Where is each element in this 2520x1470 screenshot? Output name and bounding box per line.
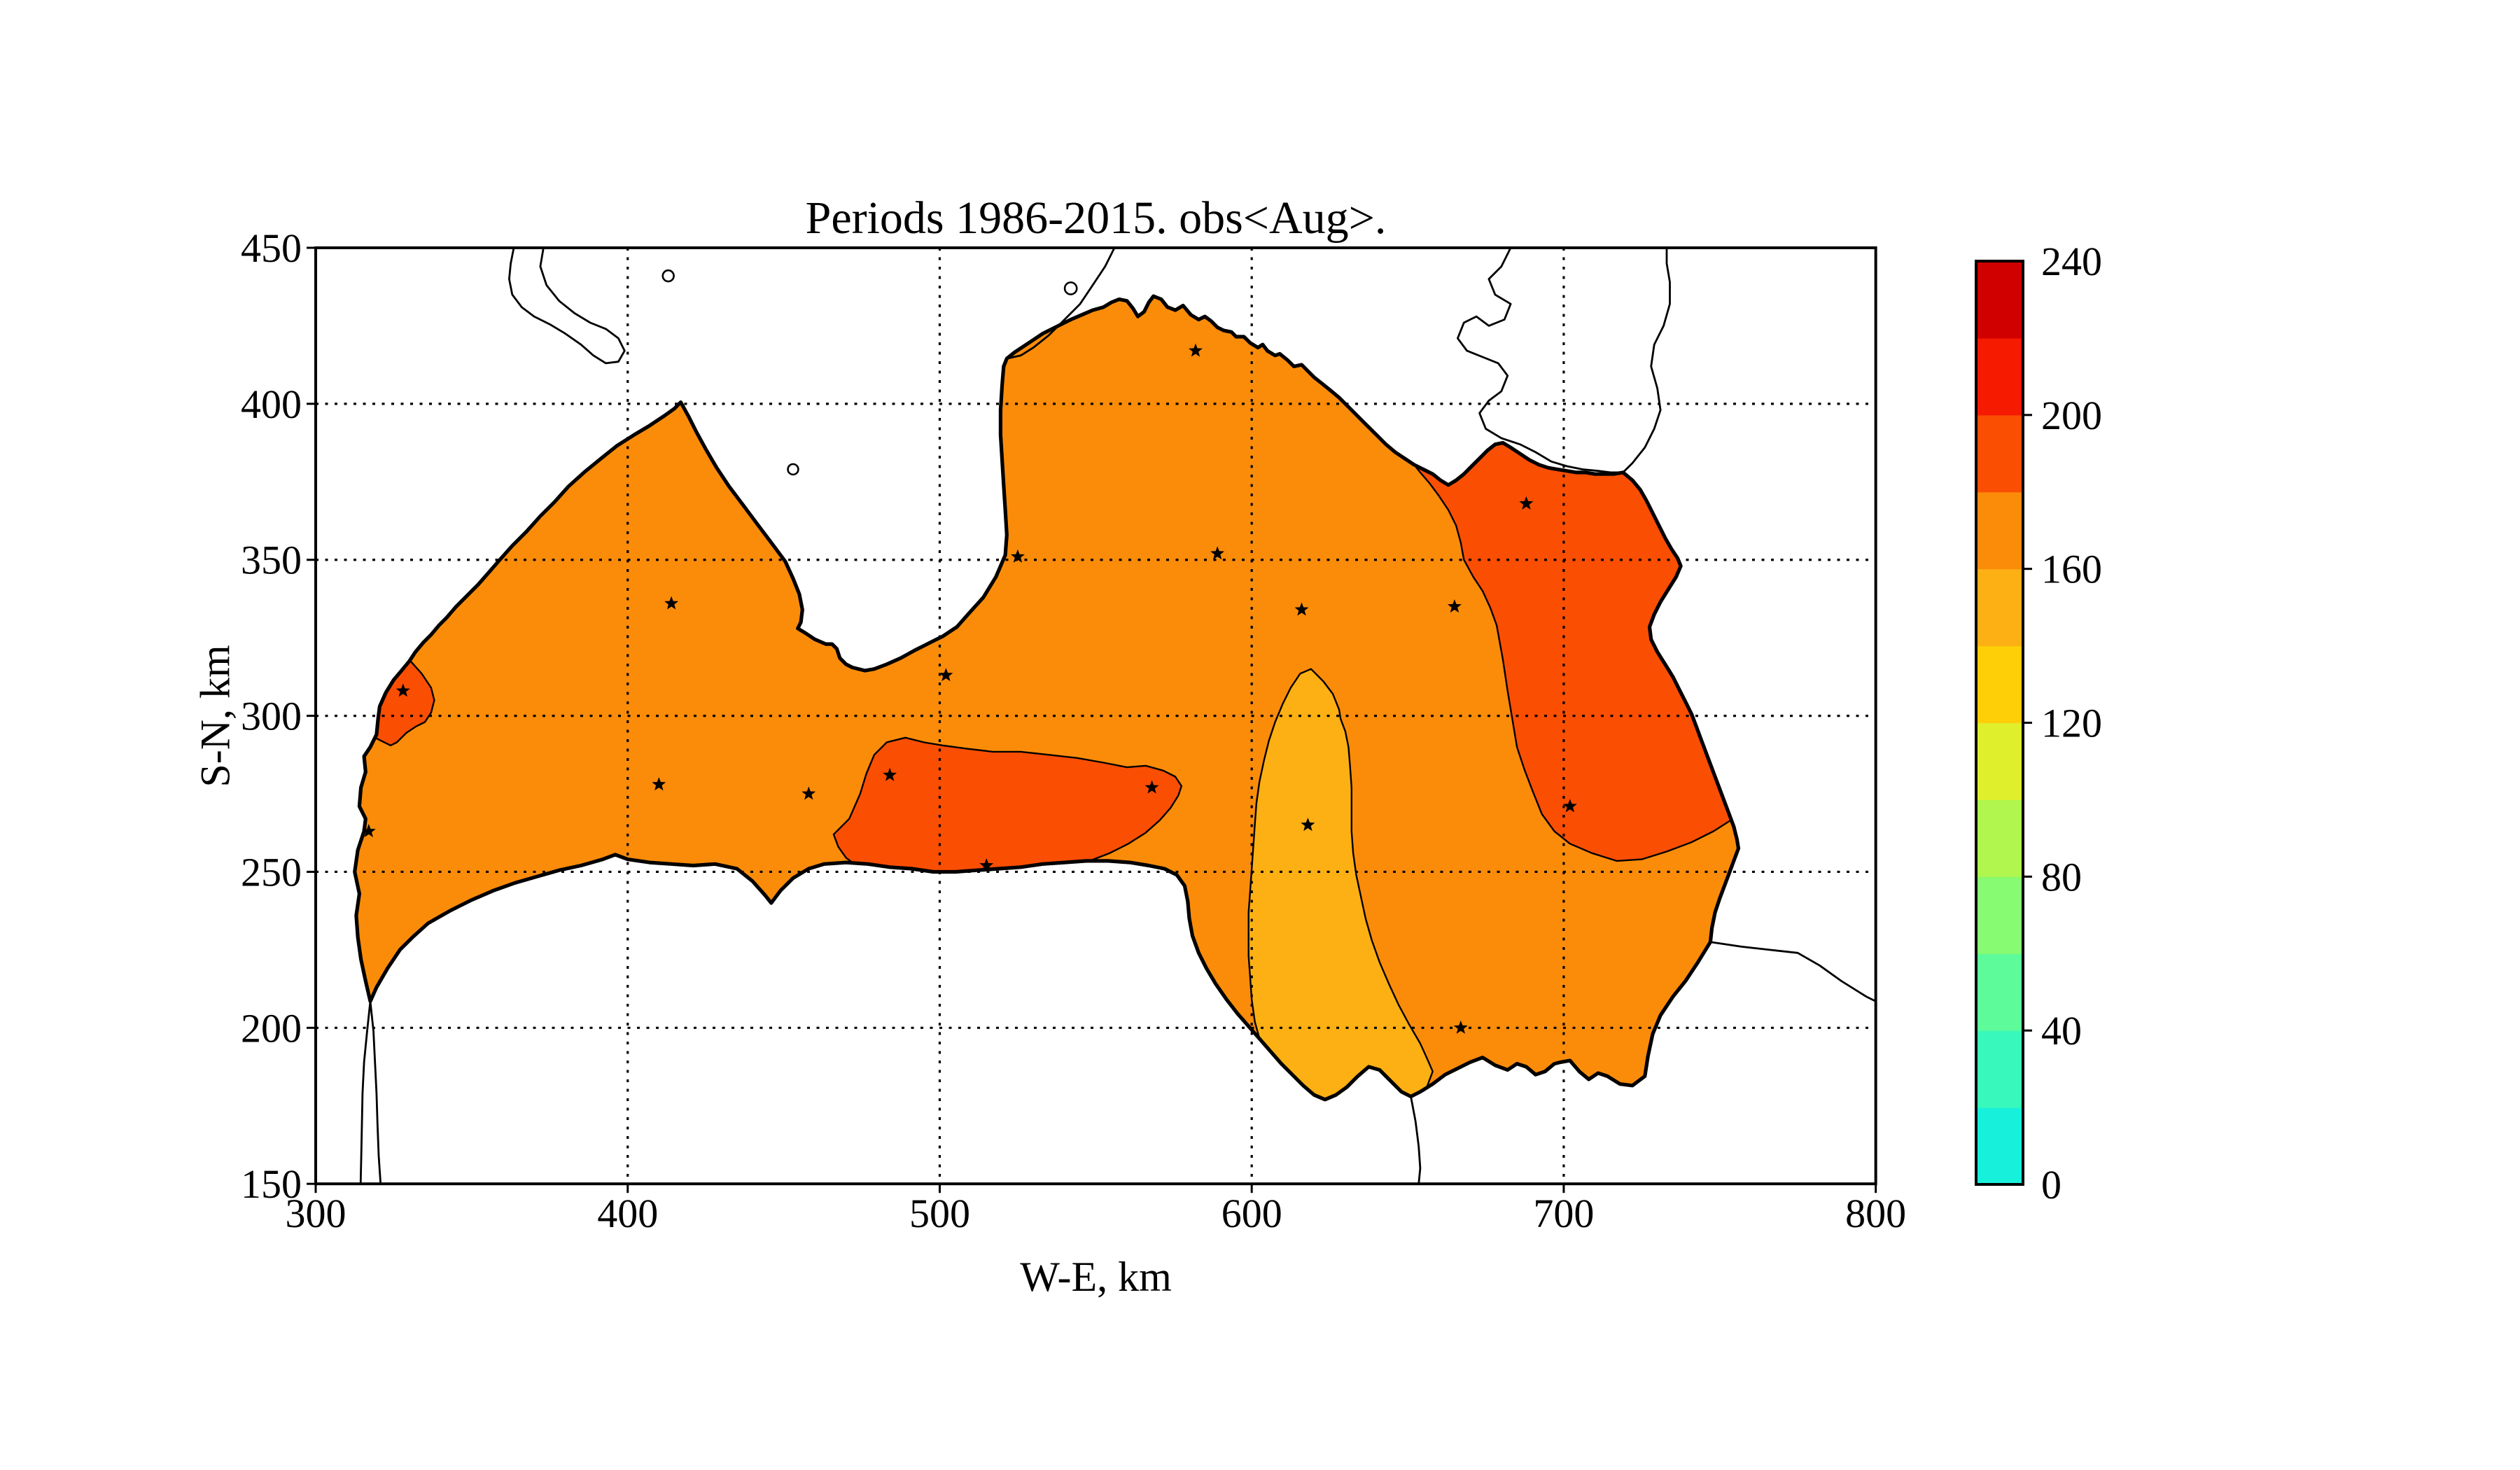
station-star-marker [883, 767, 897, 781]
station-star-marker [1144, 780, 1159, 794]
ruhnu-island [787, 463, 799, 476]
colorbar-segment-40-60 [1976, 953, 2023, 1031]
x-tick-label-500: 500 [909, 1191, 970, 1236]
y-tick-label-400: 400 [241, 382, 302, 427]
colorbar-tick-label-200: 200 [2041, 393, 2102, 438]
border-line-russia-border-northeast [1622, 246, 1671, 474]
station-star-marker [1453, 1020, 1468, 1034]
station-star-marker [1294, 602, 1309, 616]
y-tick-label-200: 200 [241, 1005, 302, 1051]
kihnu-island [1063, 281, 1078, 295]
y-tick-label-350: 350 [241, 538, 302, 583]
y-tick-label-250: 250 [241, 849, 302, 895]
x-axis-label: W-E, km [1020, 1254, 1172, 1300]
station-star-marker [396, 683, 410, 697]
border-line-lithuania-coast-inner [359, 1000, 372, 1185]
station-star-marker [1447, 599, 1462, 613]
axis-ticks [307, 246, 1877, 1194]
country-fill-base-band [354, 296, 1739, 1100]
border-line-estonia-russia-border [1457, 246, 1624, 474]
border-line-saaremaa-coast [508, 246, 626, 365]
colorbar-tick-label-0: 0 [2041, 1162, 2062, 1208]
x-tick-label-800: 800 [1845, 1191, 1906, 1236]
station-star-marker [652, 777, 666, 791]
border-line-estonia-west-coast [1005, 246, 1116, 360]
y-tick-label-150: 150 [241, 1161, 302, 1207]
colorbar-tick-label-160: 160 [2041, 547, 2102, 592]
border-line-lithuania-coast [369, 1000, 382, 1185]
station-star-marker [1301, 818, 1315, 832]
station-star-marker [1010, 549, 1025, 563]
station-star-marker [664, 596, 679, 610]
colorbar-tick-label-40: 40 [2041, 1008, 2082, 1054]
station-star-marker [979, 858, 994, 872]
contour-region-low-band-south-central [1247, 668, 1434, 1100]
small-island-1 [662, 269, 675, 283]
station-star-marker [1562, 799, 1577, 813]
station-star-marker [1210, 546, 1225, 560]
colorbar-tick-label-120: 120 [2041, 701, 2102, 746]
colorbar-segment-220-240 [1976, 261, 2023, 339]
plot-title: Periods 1986-2015. obs<Aug>. [805, 192, 1387, 244]
station-markers [361, 343, 1577, 1034]
colorbar-segment-200-220 [1976, 337, 2023, 416]
x-tick-label-400: 400 [597, 1191, 658, 1236]
colorbar-segment-180-200 [1976, 414, 2023, 493]
country-border-latvia [353, 294, 1741, 1102]
station-star-marker [361, 824, 376, 837]
colorbar-segment-120-140 [1976, 645, 2023, 724]
border-line-lithuania-belarus-border [1410, 1096, 1422, 1185]
colorbar: 0 40 80 120 160 200 240 [1975, 239, 2102, 1208]
colorbar-segment-60-80 [1976, 876, 2023, 954]
colorbar-tick-label-240: 240 [2041, 239, 2102, 284]
station-star-marker [939, 668, 953, 682]
colorbar-segment-160-180 [1976, 491, 2023, 570]
station-star-marker [1189, 343, 1203, 357]
x-tick-label-600: 600 [1222, 1191, 1282, 1236]
colorbar-segment-20-40 [1976, 1030, 2023, 1108]
y-tick-label-450: 450 [241, 225, 302, 271]
y-tick-label-300: 300 [241, 694, 302, 739]
colorbar-segment-140-160 [1976, 568, 2023, 647]
x-tick-label-300: 300 [286, 1191, 346, 1236]
station-star-marker [802, 786, 816, 800]
colorbar-segment-80-100 [1976, 799, 2023, 877]
colorbar-segment-100-120 [1976, 722, 2023, 801]
border-line-russia-belarus-border [1709, 941, 1877, 1002]
neighbor-borders [359, 246, 1877, 1185]
x-tick-label-700: 700 [1533, 1191, 1594, 1236]
tick-labels: 300 400 500 600 700 800 150 200 250 300 350 400 450 [241, 225, 1906, 1236]
colorbar-segment-0-20 [1976, 1107, 2023, 1185]
station-star-marker [1519, 496, 1534, 510]
colorbar-tick-label-80: 80 [2041, 854, 2082, 899]
